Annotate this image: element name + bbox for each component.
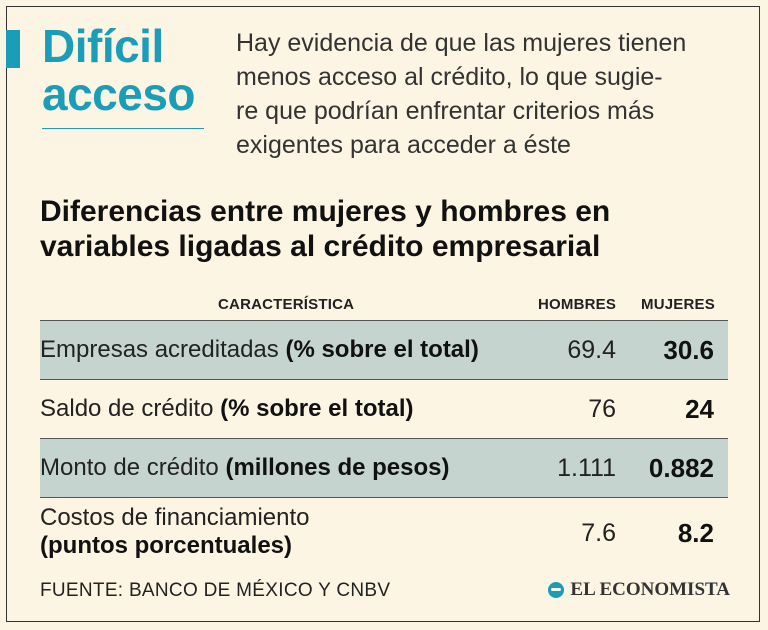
table-row: Empresas acreditadas (% sobre el total) … — [40, 321, 728, 379]
row-unit: (millones de pesos) — [225, 454, 450, 481]
row-label: Saldo de crédito (% sobre el total) — [40, 380, 413, 438]
row-label-text: Empresas acreditadas — [40, 336, 279, 363]
value-hombres: 7.6 — [581, 518, 616, 547]
table-rule — [40, 320, 728, 321]
row-unit: (% sobre el total) — [220, 395, 414, 422]
table-title-line: Diferencias entre mujeres y hombres en — [40, 195, 611, 228]
table-row: Saldo de crédito (% sobre el total) 76 2… — [40, 380, 728, 438]
value-hombres: 1.111 — [557, 453, 616, 482]
table-row: Costos de financiamiento (puntos porcent… — [40, 500, 728, 566]
row-label-text: Costos de financiamiento — [40, 504, 310, 531]
headline-line-2: acceso — [42, 68, 196, 120]
deck-line: menos acceso al crédito, lo que sugie- — [236, 63, 663, 91]
table-rule — [40, 497, 728, 498]
column-header-caracteristica: CARACTERÍSTICA — [218, 296, 355, 313]
column-header-mujeres: MUJERES — [641, 296, 715, 313]
column-header-hombres: HOMBRES — [538, 296, 617, 313]
row-label: Costos de financiamiento (puntos porcent… — [40, 500, 309, 570]
accent-bar — [6, 30, 20, 68]
headline-rule — [42, 128, 204, 129]
value-hombres: 76 — [588, 394, 616, 423]
value-mujeres: 30.6 — [663, 334, 714, 365]
infographic-frame — [6, 6, 760, 622]
table-rule — [40, 379, 728, 380]
row-unit: (puntos porcentuales) — [40, 532, 293, 559]
headline-line-1: Difícil — [42, 20, 164, 72]
table-title-line: variables ligadas al crédito empresarial — [40, 230, 601, 263]
table-rule — [40, 438, 728, 439]
row-label: Empresas acreditadas (% sobre el total) — [40, 321, 479, 379]
value-mujeres: 8.2 — [677, 517, 714, 548]
row-label-text: Monto de crédito — [40, 454, 219, 481]
deck-line: re que podrían enfrentar criterios más — [236, 97, 655, 125]
table-row: Monto de crédito (millones de pesos) 1.1… — [40, 439, 728, 497]
row-label: Monto de crédito (millones de pesos) — [40, 439, 450, 497]
brand-logo: EL ECONOMISTA — [548, 579, 730, 601]
brand-name: EL ECONOMISTA — [570, 579, 730, 600]
row-unit: (% sobre el total) — [285, 336, 479, 363]
value-mujeres: 24 — [685, 393, 714, 424]
globe-icon — [548, 582, 565, 598]
table-title: Diferencias entre mujeres y hombres en v… — [40, 194, 740, 264]
deck-line: Hay evidencia de que las mujeres tienen — [236, 29, 687, 57]
deck-line: exigentes para acceder a éste — [236, 131, 571, 159]
headline: Difícil acceso — [42, 20, 196, 120]
deck-text: Hay evidencia de que las mujeres tienen … — [236, 26, 736, 162]
source-note: FUENTE: BANCO DE MÉXICO Y CNBV — [40, 580, 391, 601]
value-mujeres: 0.882 — [648, 452, 714, 483]
row-label-text: Saldo de crédito — [40, 395, 214, 422]
value-hombres: 69.4 — [567, 335, 616, 364]
